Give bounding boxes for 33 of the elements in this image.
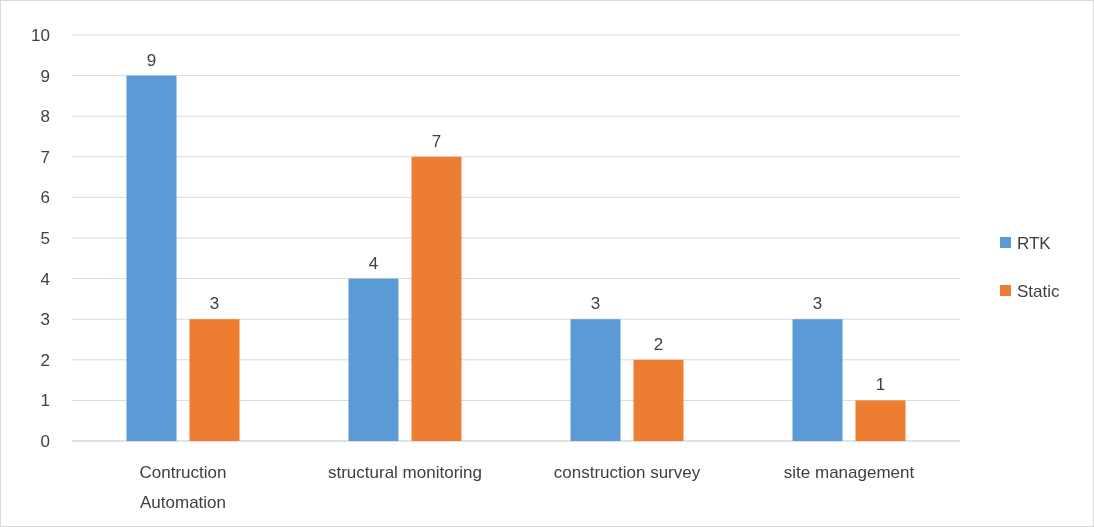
bar bbox=[633, 359, 684, 441]
x-tick-label: construction survey bbox=[553, 463, 701, 482]
bar bbox=[189, 319, 240, 441]
bar bbox=[792, 319, 843, 441]
y-tick-label: 3 bbox=[40, 310, 50, 330]
y-tick-label: 4 bbox=[40, 269, 50, 289]
x-tick-label: structural monitoring bbox=[327, 463, 483, 482]
data-label: 7 bbox=[431, 131, 442, 151]
data-label: 1 bbox=[875, 375, 886, 395]
y-tick-label: 8 bbox=[40, 107, 50, 127]
y-tick-label: 10 bbox=[31, 26, 50, 45]
data-label: 3 bbox=[812, 294, 823, 314]
x-tick-label: Contruction Automation bbox=[139, 463, 227, 512]
bar bbox=[348, 278, 399, 441]
bar bbox=[411, 156, 462, 441]
bar bbox=[126, 75, 177, 441]
x-tick-label: site management bbox=[783, 463, 915, 482]
y-tick-label: 7 bbox=[40, 147, 50, 167]
data-label: 3 bbox=[209, 294, 220, 314]
data-label: 9 bbox=[146, 50, 157, 70]
legend-label: Static bbox=[1017, 282, 1061, 301]
bar bbox=[855, 400, 906, 441]
y-tick-label: 1 bbox=[40, 391, 50, 411]
bar bbox=[570, 319, 621, 441]
y-tick-label: 6 bbox=[40, 188, 50, 208]
y-tick-label: 5 bbox=[40, 229, 50, 248]
y-tick-label: 0 bbox=[40, 432, 50, 451]
y-tick-label: 9 bbox=[40, 66, 50, 86]
y-tick-label: 2 bbox=[40, 350, 50, 370]
data-label: 2 bbox=[653, 334, 664, 354]
data-label: 4 bbox=[368, 253, 379, 273]
data-label: 3 bbox=[590, 294, 601, 314]
legend-label: RTK bbox=[1017, 234, 1052, 253]
